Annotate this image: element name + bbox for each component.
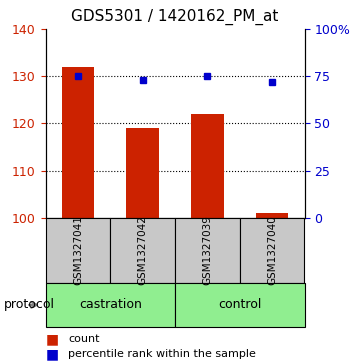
Text: control: control bbox=[218, 298, 261, 311]
Bar bbox=[126, 128, 159, 218]
Text: GSM1327041: GSM1327041 bbox=[73, 216, 83, 285]
Bar bbox=[191, 114, 224, 218]
Text: GSM1327040: GSM1327040 bbox=[267, 216, 277, 285]
Text: GSM1327042: GSM1327042 bbox=[138, 216, 148, 285]
Text: castration: castration bbox=[79, 298, 142, 311]
Bar bbox=[256, 213, 288, 218]
Text: count: count bbox=[68, 334, 100, 344]
Text: ■: ■ bbox=[46, 333, 59, 346]
Text: percentile rank within the sample: percentile rank within the sample bbox=[68, 349, 256, 359]
Text: ■: ■ bbox=[46, 347, 59, 361]
Bar bbox=[62, 67, 94, 218]
Text: protocol: protocol bbox=[4, 298, 55, 311]
Text: GDS5301 / 1420162_PM_at: GDS5301 / 1420162_PM_at bbox=[71, 9, 279, 25]
Text: GSM1327039: GSM1327039 bbox=[202, 216, 212, 285]
